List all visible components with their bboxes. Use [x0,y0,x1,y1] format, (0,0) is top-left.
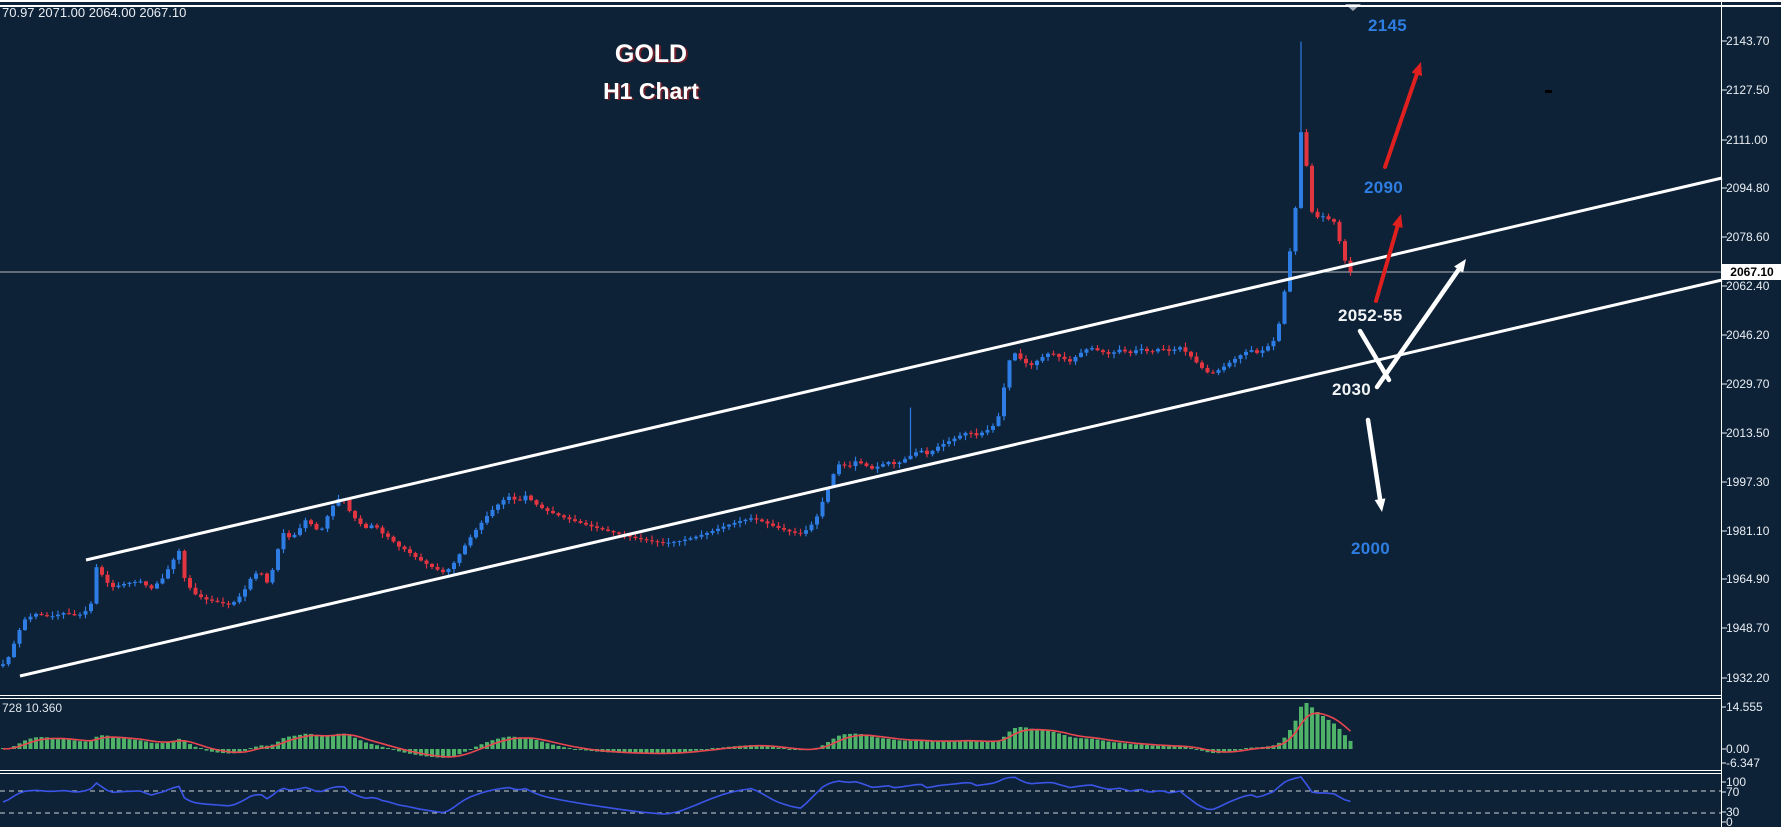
panel-separator-indicator1-inner[interactable] [0,698,1721,700]
indicator2-tick-label: 100 [1726,775,1747,789]
annotation-label-2030[interactable]: 2030 [1332,380,1372,399]
panel-separator-indicator2-inner[interactable] [0,773,1721,775]
indicator2-tick-label: 70 [1726,785,1740,799]
price-tick-label: 2127.50 [1726,83,1770,97]
macd-histogram [1,703,1353,758]
trend-channel [19,176,1723,678]
stray-dash-object [1545,90,1552,93]
price-tick-label: 2029.70 [1726,377,1770,391]
panel-separator-indicator1[interactable] [0,694,1721,696]
window-top-border-inner [0,5,1783,7]
price-tick-label: 2111.00 [1726,133,1768,147]
price-tick-label: 2094.80 [1726,181,1770,195]
price-tick-label: 1932.20 [1726,671,1770,685]
price-tick-label: 2143.70 [1726,34,1770,48]
ohlc-readout: 70.97 2071.00 2064.00 2067.10 [2,5,187,20]
annotation-label-2000[interactable]: 2000 [1351,539,1391,558]
price-tick-label: 1997.30 [1726,475,1770,489]
indicator2-tick-label: 30 [1726,805,1740,819]
indicator1-tick-label: 0.00 [1726,742,1750,756]
window-right-border [1781,0,1783,827]
oscillator-levels [0,790,1721,814]
annotation-label-2145[interactable]: 2145 [1368,16,1408,35]
price-tick-label: 2013.50 [1726,426,1770,440]
panel-separator-indicator2[interactable] [0,769,1721,771]
current-price-tag: 2067.10 [1722,264,1782,280]
indicator1-tick-label: 14.555 [1726,700,1763,714]
annotation-label-2052-55[interactable]: 2052-55 [1338,306,1403,325]
oscillator-line [2,776,1351,815]
price-tick-label: 1964.90 [1726,572,1770,586]
chart-title: GOLD [614,40,688,68]
price-axis-border [1721,0,1722,827]
annotation-label-2090[interactable]: 2090 [1364,178,1404,197]
indicator2-tick-label: 0 [1726,815,1733,827]
indicator1-tick-label: -6.347 [1726,756,1761,770]
window-top-border [0,0,1783,2]
price-tick-label: 1981.10 [1726,524,1770,538]
price-tick-label: 2078.60 [1726,230,1770,244]
chart-subtitle: H1 Chart [603,78,699,104]
price-tick-label: 1948.70 [1726,621,1770,635]
axis-tick-dashes [1721,40,1727,823]
candles-layer [1,41,1353,668]
macd-signal-line [2,712,1352,758]
price-tick-label: 2046.20 [1726,328,1770,342]
annotation-arrows [1357,62,1466,512]
price-tick-label: 2062.40 [1726,279,1770,293]
indicator-value-readout: 728 10.360 [2,701,63,715]
